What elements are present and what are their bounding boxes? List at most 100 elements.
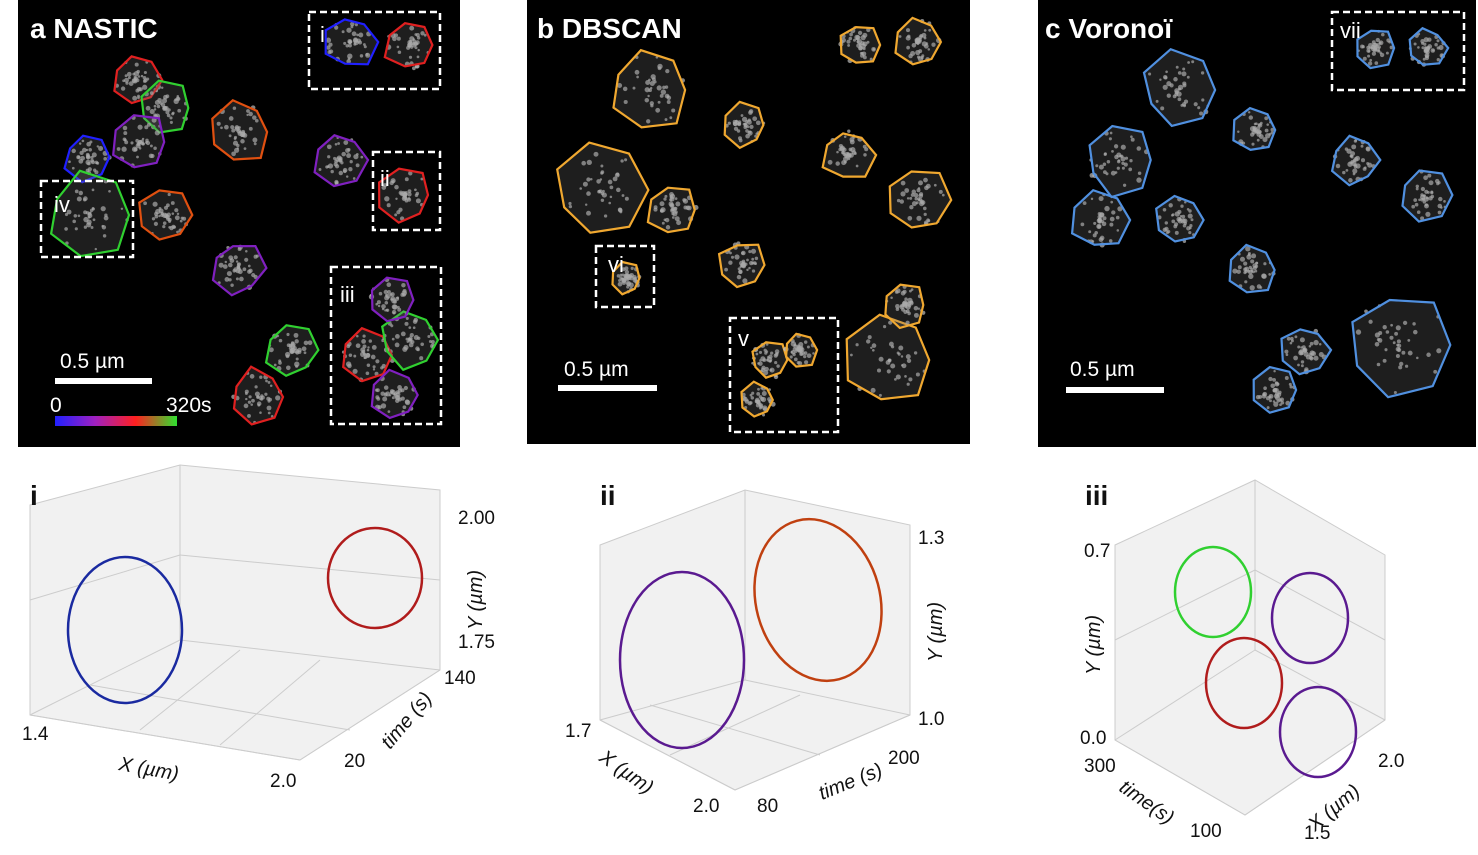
localization xyxy=(1285,353,1289,357)
localization xyxy=(169,120,173,124)
localization xyxy=(78,190,84,196)
localization xyxy=(236,262,242,267)
localization xyxy=(356,33,359,37)
localization xyxy=(746,268,749,272)
localization xyxy=(762,369,769,376)
localization xyxy=(162,224,166,229)
localization xyxy=(381,185,387,190)
localization xyxy=(1098,196,1104,202)
localization xyxy=(91,188,95,192)
inset-box xyxy=(371,150,442,232)
localization xyxy=(408,326,412,329)
localization xyxy=(1273,369,1276,373)
localization xyxy=(789,355,793,359)
localization xyxy=(420,177,424,181)
localization xyxy=(923,29,927,32)
localization xyxy=(843,153,848,158)
axis-label: time (s) xyxy=(816,759,886,804)
localization xyxy=(395,334,400,339)
localization xyxy=(738,269,743,275)
localization xyxy=(391,304,397,310)
localization xyxy=(413,317,419,323)
localization xyxy=(1252,265,1258,270)
localization xyxy=(348,43,352,48)
localization xyxy=(267,411,271,415)
localization xyxy=(620,159,624,163)
localization xyxy=(653,207,658,212)
localization xyxy=(1255,394,1261,400)
localization xyxy=(1189,224,1193,228)
localization xyxy=(1335,163,1341,169)
localization xyxy=(409,332,414,338)
tick-label: 1.4 xyxy=(22,724,49,745)
localization xyxy=(1265,133,1271,139)
localization xyxy=(143,78,148,83)
localization xyxy=(146,122,151,127)
localization xyxy=(407,189,412,193)
localization xyxy=(220,126,223,130)
localization xyxy=(746,258,749,262)
localization xyxy=(797,361,803,366)
localization xyxy=(85,148,89,152)
localization xyxy=(733,126,739,131)
localization xyxy=(1438,45,1444,51)
localization xyxy=(145,141,148,144)
localization xyxy=(671,216,675,219)
localization xyxy=(353,354,357,358)
localization xyxy=(1248,115,1253,120)
localization xyxy=(359,54,364,58)
localization xyxy=(176,230,179,234)
localization xyxy=(1385,330,1390,334)
localization xyxy=(396,45,400,49)
localization xyxy=(141,142,145,146)
localization xyxy=(851,150,857,155)
localization xyxy=(233,137,237,140)
localization xyxy=(1369,58,1373,62)
localization xyxy=(149,91,154,95)
inset-box xyxy=(307,10,442,91)
localization xyxy=(166,113,171,118)
localization xyxy=(1232,268,1238,274)
localization xyxy=(913,312,919,318)
localization xyxy=(137,124,143,130)
localization xyxy=(894,378,897,381)
localization xyxy=(348,40,352,44)
localization xyxy=(1355,329,1362,335)
localization xyxy=(260,397,264,401)
localization xyxy=(1404,364,1409,368)
localization xyxy=(412,326,416,329)
localization xyxy=(231,151,236,157)
localization xyxy=(167,192,171,197)
localization xyxy=(395,395,401,401)
localization xyxy=(140,139,144,143)
localization xyxy=(674,210,678,214)
localization xyxy=(1376,362,1381,367)
localization xyxy=(1279,397,1284,402)
localization xyxy=(1164,221,1169,225)
localization xyxy=(77,214,81,218)
localization xyxy=(917,37,922,43)
localization xyxy=(144,125,149,130)
localization xyxy=(1415,187,1419,191)
localization xyxy=(1090,197,1094,201)
localization xyxy=(1344,147,1349,151)
localization xyxy=(172,225,177,229)
localization xyxy=(161,98,168,104)
localization xyxy=(846,39,851,44)
localization xyxy=(1180,204,1184,208)
localization xyxy=(345,175,349,178)
localization xyxy=(406,340,409,343)
localization xyxy=(156,104,161,109)
localization xyxy=(1416,356,1419,360)
localization xyxy=(675,201,681,207)
localization xyxy=(1353,139,1358,143)
localization xyxy=(92,218,96,222)
localization xyxy=(740,251,745,255)
localization xyxy=(812,352,815,355)
cluster-outline xyxy=(232,365,285,426)
localization xyxy=(659,209,664,213)
localization xyxy=(776,364,780,368)
localization xyxy=(136,155,139,159)
localization xyxy=(923,212,927,217)
localization xyxy=(855,343,859,347)
